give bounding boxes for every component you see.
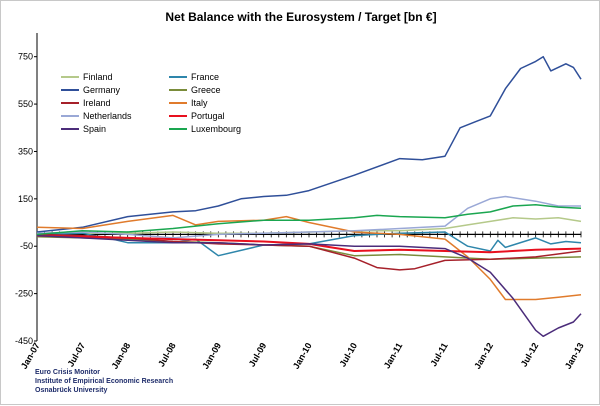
legend-label-ireland: Ireland bbox=[83, 98, 111, 108]
legend-label-greece: Greece bbox=[191, 85, 221, 95]
source-line-2: Institute of Empirical Economic Research bbox=[35, 378, 174, 385]
legend-label-france: France bbox=[191, 72, 219, 82]
legend-label-luxembourg: Luxembourg bbox=[191, 124, 241, 134]
x-tick-label: Jul-09 bbox=[247, 341, 269, 369]
x-tick-label: Jul-07 bbox=[65, 341, 87, 369]
legend-label-netherlands: Netherlands bbox=[83, 111, 132, 121]
y-tick-label: -450 bbox=[15, 336, 33, 346]
x-tick-label: Jan-10 bbox=[291, 341, 314, 371]
y-tick-label: 350 bbox=[18, 146, 33, 156]
series-line-spain bbox=[36, 234, 582, 338]
series-line-luxembourg bbox=[36, 204, 582, 236]
series-line-netherlands bbox=[36, 195, 581, 239]
y-tick-label: 150 bbox=[18, 194, 33, 204]
series-line-germany bbox=[36, 55, 582, 233]
chart-title: Net Balance with the Eurosystem / Target… bbox=[165, 10, 436, 24]
x-tick-label: Jul-08 bbox=[156, 341, 178, 369]
y-tick-label: -50 bbox=[20, 241, 33, 251]
x-tick-label: Jul-12 bbox=[519, 341, 541, 369]
source-line-1: Euro Crisis Monitor bbox=[35, 369, 100, 376]
x-tick-label: Jan-09 bbox=[200, 341, 223, 371]
legend-label-italy: Italy bbox=[191, 98, 208, 108]
series-lines bbox=[36, 55, 582, 338]
x-tick-label: Jan-12 bbox=[472, 341, 495, 371]
series-line-finland bbox=[37, 217, 582, 234]
y-axis-ticks: -450 -250 -50 150 350 550 750 bbox=[15, 33, 38, 346]
y-tick-label: -250 bbox=[15, 289, 33, 299]
series-line-italy bbox=[36, 214, 582, 301]
legend-label-spain: Spain bbox=[83, 124, 106, 134]
x-tick-label: Jan-13 bbox=[563, 341, 586, 371]
source-line-3: Osnabrück University bbox=[35, 387, 108, 394]
series-line-france bbox=[36, 231, 582, 257]
legend: Finland France Germany Greece Ireland Italy Ne… bbox=[61, 72, 241, 134]
x-tick-label: Jul-11 bbox=[428, 341, 449, 368]
y-tick-label: 550 bbox=[18, 99, 33, 109]
legend-label-finland: Finland bbox=[83, 72, 113, 82]
legend-label-portugal: Portugal bbox=[191, 111, 225, 121]
source-note: Euro Crisis Monitor Institute of Empiric… bbox=[35, 368, 173, 395]
legend-label-germany: Germany bbox=[83, 85, 121, 95]
x-tick-label: Jan-11 bbox=[382, 341, 405, 370]
y-tick-label: 750 bbox=[18, 52, 33, 62]
x-tick-label: Jul-10 bbox=[337, 341, 359, 369]
x-tick-label: Jan-08 bbox=[109, 341, 132, 371]
